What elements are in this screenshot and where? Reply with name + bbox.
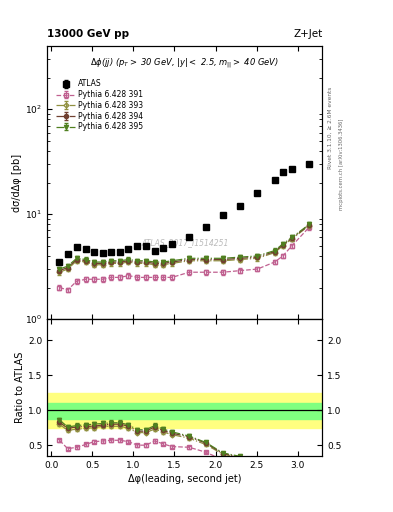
- Text: 13000 GeV pp: 13000 GeV pp: [47, 29, 129, 39]
- Text: Z+Jet: Z+Jet: [293, 29, 322, 39]
- Text: Rivet 3.1.10, ≥ 2.6M events: Rivet 3.1.10, ≥ 2.6M events: [328, 87, 333, 169]
- Text: ATLAS_2017_I1514251: ATLAS_2017_I1514251: [141, 238, 228, 247]
- Legend: ATLAS, Pythia 6.428 391, Pythia 6.428 393, Pythia 6.428 394, Pythia 6.428 395: ATLAS, Pythia 6.428 391, Pythia 6.428 39…: [54, 77, 145, 134]
- X-axis label: Δφ(leading, second jet): Δφ(leading, second jet): [128, 474, 241, 484]
- Text: mcplots.cern.ch [arXiv:1306.3436]: mcplots.cern.ch [arXiv:1306.3436]: [339, 118, 344, 209]
- Y-axis label: dσ/dΔφ [pb]: dσ/dΔφ [pb]: [12, 154, 22, 211]
- Text: $\Delta\phi$(jj) ($p_T >$ 30 GeV, $|y| <$ 2.5, $m_{||} >$ 40 GeV): $\Delta\phi$(jj) ($p_T >$ 30 GeV, $|y| <…: [90, 57, 279, 71]
- Y-axis label: Ratio to ATLAS: Ratio to ATLAS: [15, 352, 25, 423]
